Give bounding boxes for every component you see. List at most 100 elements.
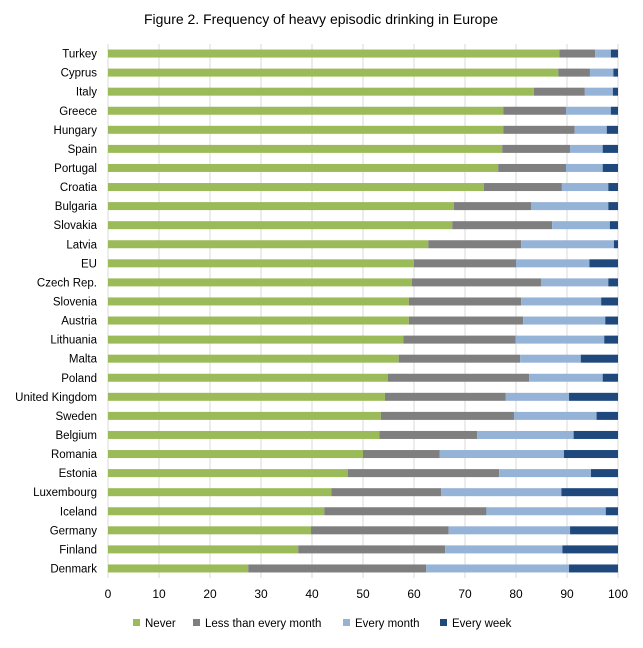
bar-portugal-every-week [602,163,618,172]
category-label: Estonia [59,468,98,480]
bar-cyprus-never [108,68,559,77]
gridlines [107,44,619,578]
bar-luxembourg-every-month [441,488,562,497]
bar-turkey-every-month [595,49,611,58]
x-tick-label: 70 [458,587,472,601]
bar-luxembourg-every-week [561,488,618,497]
category-label: Denmark [50,563,97,575]
bar-germany-every-month [448,526,571,535]
bar-hungary-less-than-every-month [503,125,575,134]
bar-italy-less-than-every-month [533,87,585,96]
bar-latvia-never [108,240,429,249]
category-label: Austria [61,316,97,328]
bar-estonia-never [108,469,348,478]
bar-slovakia-every-week [609,221,618,230]
bar-austria-every-week [605,316,618,325]
legend-label: Every month [355,618,420,630]
bar-iceland-every-week [605,507,618,516]
legend-label: Less than every month [205,618,321,630]
bar-croatia-never [108,183,484,192]
bar-malta-never [108,354,399,363]
category-label: Croatia [60,182,98,194]
bar-austria-never [108,316,409,325]
bar-greece-less-than-every-month [503,106,566,115]
bar-luxembourg-never [108,488,332,497]
bar-malta-every-month [520,354,581,363]
bar-iceland-every-month [486,507,606,516]
bar-lithuania-every-month [515,335,605,344]
bar-luxembourg-less-than-every-month [331,488,442,497]
bar-bulgaria-never [108,202,454,211]
bar-slovakia-every-month [552,221,610,230]
bar-lithuania-every-week [604,335,618,344]
bar-iceland-less-than-every-month [324,507,487,516]
bar-spain-every-month [570,144,603,153]
bar-finland-never [108,545,299,554]
legend-swatch-every-week [440,619,447,626]
category-label: Hungary [54,125,98,137]
bar-cyprus-every-month [589,68,614,77]
bar-slovenia-never [108,297,409,306]
legend-label: Never [145,618,176,630]
bar-finland-every-week [562,545,618,554]
bar-denmark-every-month [426,564,570,573]
bar-hungary-every-month [574,125,607,134]
x-tick-label: 10 [152,587,166,601]
bar-hungary-never [108,125,504,134]
bar-romania-every-month [439,450,564,459]
category-label: Spain [68,144,97,156]
category-label: Luxembourg [33,487,97,499]
bar-united-kingdom-every-month [505,392,570,401]
x-tick-label: 60 [407,587,421,601]
category-label: Italy [76,87,97,99]
bar-italy-every-week [612,87,618,96]
bar-poland-every-week [602,373,618,382]
bar-estonia-every-week [590,469,618,478]
bar-estonia-every-month [499,469,591,478]
bar-eu-less-than-every-month [414,259,516,268]
category-label: Greece [59,106,97,118]
bar-latvia-every-month [521,240,614,249]
legend: Never Less than every month Every month Eve… [133,618,512,630]
bar-belgium-less-than-every-month [379,430,478,439]
category-label: Belgium [55,430,97,442]
bar-hungary-every-week [606,125,618,134]
category-label: Romania [51,449,98,461]
bar-cyprus-every-week [613,68,618,77]
bar-spain-less-than-every-month [502,144,571,153]
bar-czech-rep--every-month [540,278,609,287]
bar-malta-every-week [580,354,618,363]
legend-swatch-less-than-every-month [193,619,200,626]
category-label: Bulgaria [55,201,98,213]
bar-greece-every-week [610,106,618,115]
bar-austria-every-month [523,316,606,325]
category-label: Czech Rep. [37,277,97,289]
bar-latvia-less-than-every-month [428,240,522,249]
bar-slovakia-less-than-every-month [452,221,553,230]
bar-sweden-every-week [596,411,618,420]
category-labels: Turkey Cyprus Italy Greece Hungary Spain Portu… [15,49,97,576]
bar-denmark-every-week [569,564,618,573]
bar-latvia-every-week [613,240,618,249]
bar-sweden-never [108,411,381,420]
bar-lithuania-never [108,335,404,344]
category-label: Iceland [60,506,97,518]
bar-sweden-every-month [513,411,597,420]
category-label: Sweden [55,411,97,423]
x-tick-label: 100 [608,587,628,601]
bar-belgium-every-week [573,430,618,439]
category-label: Latvia [66,239,97,251]
bars [108,49,618,573]
bar-czech-rep--every-week [608,278,618,287]
bar-denmark-less-than-every-month [248,564,427,573]
bar-iceland-never [108,507,325,516]
bar-romania-never [108,450,363,459]
bar-estonia-less-than-every-month [347,469,500,478]
bar-poland-never [108,373,388,382]
x-tick-label: 40 [305,587,319,601]
category-label: Lithuania [50,335,97,347]
x-tick-label: 20 [203,587,217,601]
category-label: Poland [61,373,97,385]
